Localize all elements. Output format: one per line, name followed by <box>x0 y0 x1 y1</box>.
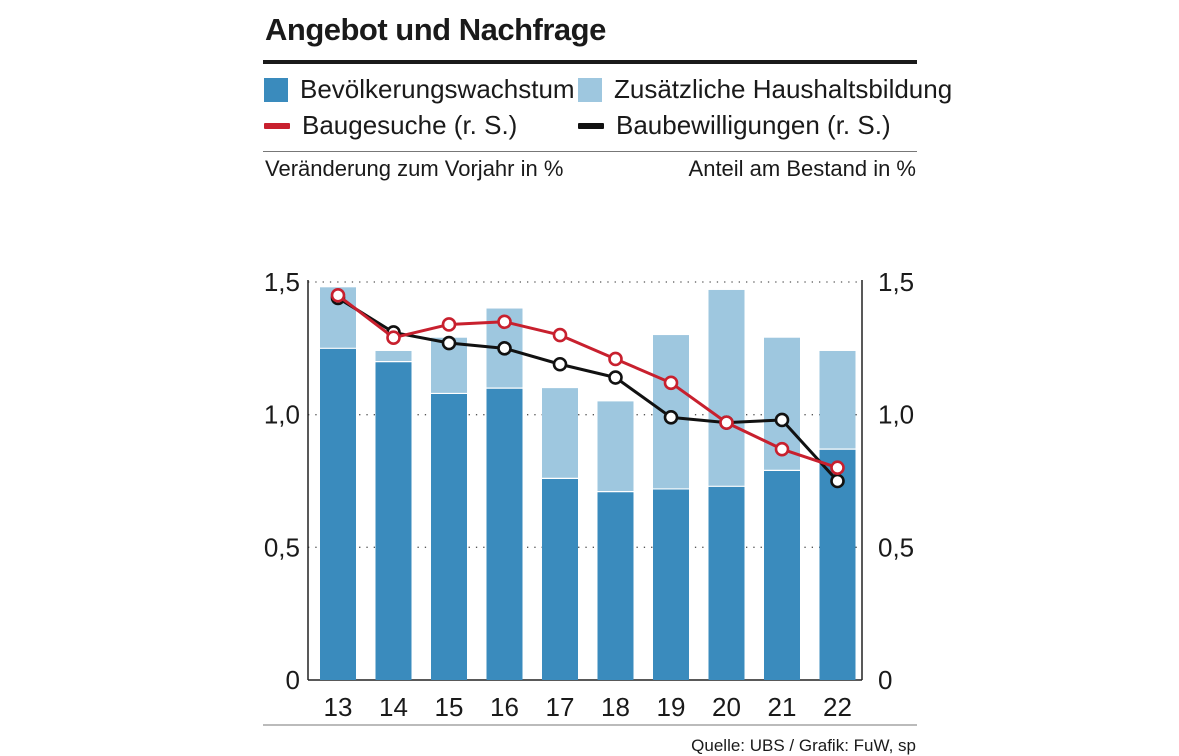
y-tick-label-right: 1,5 <box>878 267 914 297</box>
bar-population <box>320 348 356 680</box>
legend-label-baubewilligungen: Baubewilligungen (r. S.) <box>616 110 891 140</box>
bar-households <box>597 401 634 492</box>
legend-label-households: Zusätzliche Haushaltsbildung <box>614 74 953 104</box>
left-axis-title: Veränderung zum Vorjahr in % <box>265 156 564 181</box>
y-tick-label-right: 0 <box>878 665 892 695</box>
legend-swatch-households <box>578 77 602 102</box>
y-tick-label-left: 0,5 <box>264 532 300 562</box>
bar-population <box>375 361 412 680</box>
point-baugesuche <box>497 314 512 330</box>
line-baubewilligungen <box>337 296 839 483</box>
bar-population <box>708 486 745 680</box>
point-baubewilligungen <box>441 335 457 351</box>
x-tick-label: 18 <box>601 692 630 722</box>
x-tick-label: 19 <box>657 692 686 722</box>
bar-households <box>819 350 856 450</box>
legend-item-baugesuche: Baugesuche (r. S.) <box>264 110 517 141</box>
right-axis-title: Anteil am Bestand in % <box>688 156 916 181</box>
legend-swatch-baubewilligungen <box>578 122 604 129</box>
point-baubewilligungen <box>830 473 845 489</box>
bar-population <box>542 478 578 680</box>
y-tick-label-right: 1,0 <box>878 400 914 430</box>
point-baubewilligungen <box>663 410 679 425</box>
legend-item-households: Zusätzliche Haushaltsbildung <box>578 74 952 105</box>
x-tick-label: 13 <box>324 692 353 722</box>
bar-households <box>708 289 745 487</box>
legend-item-baubewilligungen: Baubewilligungen (r. S.) <box>578 110 891 141</box>
point-baugesuche <box>774 441 790 457</box>
chart-title: Angebot und Nachfrage <box>265 12 606 47</box>
legend-label-population: Bevölkerungswachstum <box>300 74 575 104</box>
bar-population <box>597 491 634 680</box>
x-tick-label: 20 <box>712 692 741 722</box>
x-tick-label: 14 <box>379 692 408 722</box>
y-tick-label-right: 0,5 <box>878 532 914 562</box>
point-baugesuche <box>441 317 457 332</box>
y-tick-label-left: 0 <box>286 665 300 695</box>
point-baubewilligungen <box>497 341 512 356</box>
point-baugesuche <box>386 330 401 346</box>
source-note: Quelle: UBS / Grafik: FuW, sp <box>691 736 916 755</box>
title-rule <box>263 60 917 64</box>
point-baugesuche <box>719 415 734 430</box>
point-baubewilligungen <box>608 370 623 385</box>
legend-rule <box>263 151 917 152</box>
point-baugesuche <box>552 327 568 343</box>
point-baugesuche <box>330 287 346 303</box>
point-baugesuche <box>663 375 679 391</box>
legend-label-baugesuche: Baugesuche (r. S.) <box>302 110 518 140</box>
y-tick-label-left: 1,5 <box>264 267 300 297</box>
bar-population <box>764 470 800 680</box>
bar-population <box>653 488 689 680</box>
point-baugesuche <box>608 351 623 367</box>
legend-item-population: Bevölkerungswachstum <box>264 74 575 105</box>
point-baubewilligungen <box>774 412 790 428</box>
x-tick-label: 22 <box>823 692 852 722</box>
bar-households <box>375 350 412 362</box>
bar-population <box>431 393 467 680</box>
legend-swatch-baugesuche <box>264 122 290 129</box>
x-tick-label: 16 <box>490 692 519 722</box>
x-tick-label: 15 <box>435 692 464 722</box>
line-baugesuche <box>337 294 838 470</box>
point-baubewilligungen <box>552 356 568 372</box>
legend-swatch-population <box>264 77 288 102</box>
bar-population <box>486 388 523 680</box>
x-tick-label: 17 <box>546 692 575 722</box>
x-tick-label: 21 <box>768 692 797 722</box>
bar-households <box>542 388 578 479</box>
y-tick-label-left: 1,0 <box>264 400 300 430</box>
point-baugesuche <box>830 460 845 476</box>
